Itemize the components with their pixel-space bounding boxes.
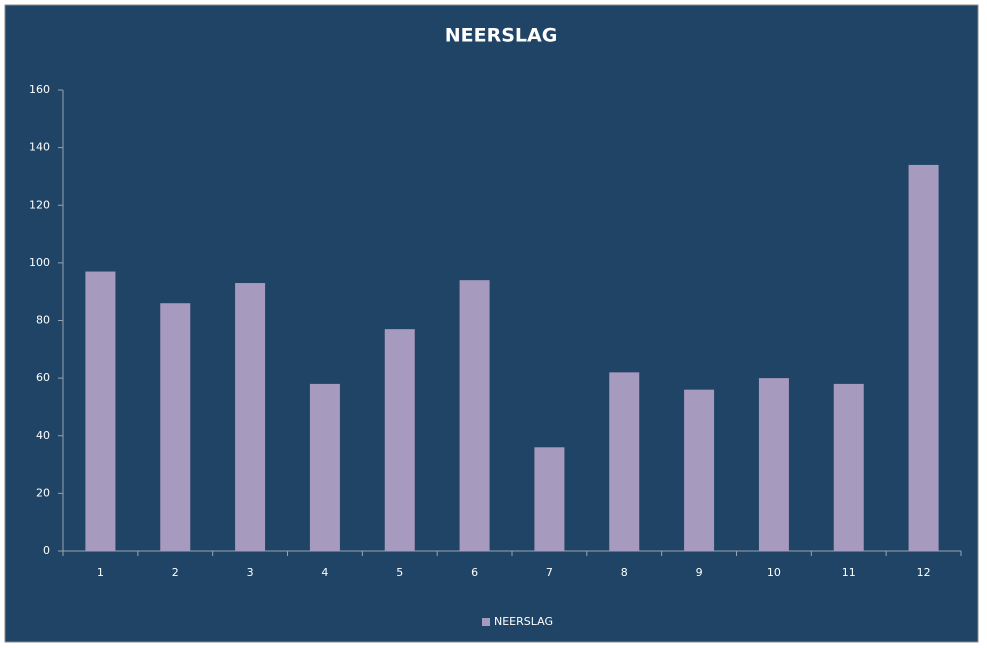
y-tick-label: 160 (29, 83, 50, 96)
bar (684, 389, 715, 551)
bar (758, 378, 789, 551)
x-tick-label: 11 (842, 566, 856, 579)
bar (534, 447, 565, 551)
bar (833, 383, 864, 551)
bar (459, 280, 490, 551)
y-tick-label: 60 (36, 371, 50, 384)
chart-background (4, 4, 979, 643)
legend-swatch (482, 618, 490, 626)
bar (160, 303, 191, 551)
bar (235, 283, 266, 551)
x-tick-label: 7 (546, 566, 553, 579)
x-tick-label: 12 (917, 566, 931, 579)
x-tick-label: 4 (321, 566, 328, 579)
bar (609, 372, 640, 551)
x-tick-label: 6 (471, 566, 478, 579)
x-tick-label: 8 (621, 566, 628, 579)
chart-title: NEERSLAG (445, 25, 558, 47)
bar (309, 383, 340, 551)
y-tick-label: 100 (29, 256, 50, 269)
y-tick-label: 120 (29, 198, 50, 211)
y-tick-label: 20 (36, 486, 50, 499)
x-tick-label: 9 (696, 566, 703, 579)
y-tick-label: 140 (29, 141, 50, 154)
y-tick-label: 40 (36, 429, 50, 442)
x-tick-label: 10 (767, 566, 781, 579)
bar (908, 164, 939, 551)
y-tick-label: 80 (36, 314, 50, 327)
legend-label: NEERSLAG (494, 615, 553, 628)
x-tick-label: 3 (247, 566, 254, 579)
bar (384, 329, 415, 551)
bar (85, 271, 116, 551)
x-tick-label: 5 (396, 566, 403, 579)
y-tick-label: 0 (43, 544, 50, 557)
x-tick-label: 2 (172, 566, 179, 579)
x-tick-label: 1 (97, 566, 104, 579)
